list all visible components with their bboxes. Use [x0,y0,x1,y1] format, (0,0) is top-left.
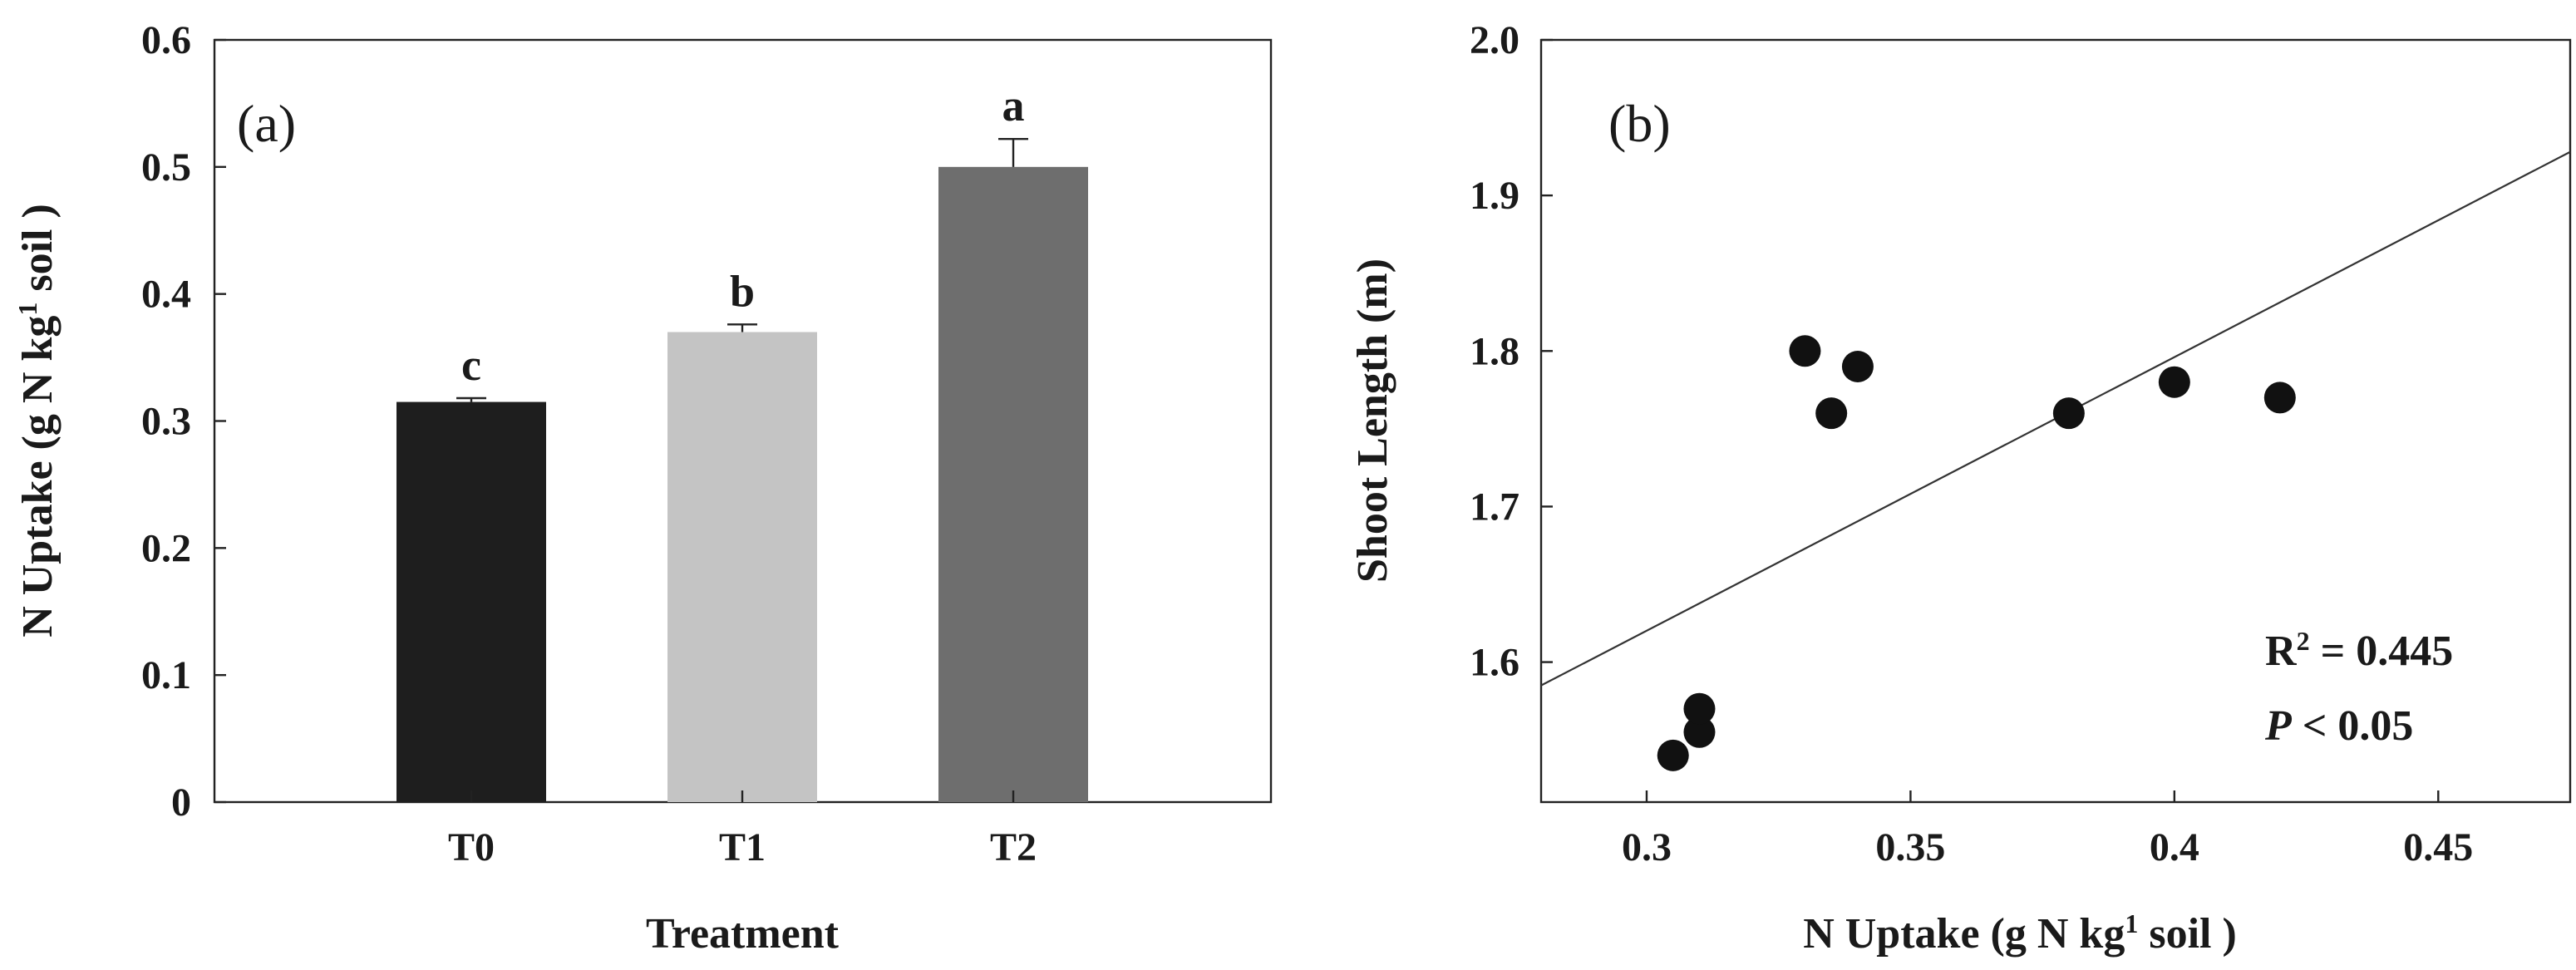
y-tick-label-a: 0.4 [141,273,191,317]
p-value-label: P [2264,702,2293,750]
error-bar-t0 [456,396,486,402]
scatter-point [1683,692,1716,725]
bar-chart-panel-a: 0 0.1 0.2 0.3 0.4 0.5 0.6 c b a T0 T1 T2 (a) Treat… [12,18,1273,958]
x-tick-label-b: 0.3 [1622,825,1672,869]
scatter-point [2052,397,2085,430]
y-tick-label-b: 1.9 [1470,174,1519,218]
y-tick-label-b: 1.7 [1470,485,1519,529]
x-axis-title-b-main: N Uptake (g N kg [1803,910,2125,958]
p-value-text: < 0.05 [2292,702,2414,750]
y-tick-label-a: 0.6 [141,18,191,62]
x-tick-label-b: 0.45 [2403,825,2473,869]
x-axis-title-b-sup: 1 [2125,908,2138,938]
x-axis-title-b: N Uptake (g N kg1 soil ) [1803,908,2237,958]
bars-a: c b a [396,81,1088,803]
scatter-point [1789,335,1821,367]
scatter-point [1841,351,1874,382]
y-tick-label-a: 0.2 [141,526,191,570]
scatter-chart-panel-b: 1.6 1.7 1.8 1.9 2.0 0.3 0.35 0.4 0.45 (b) N Upt… [1349,18,2572,958]
x-tick-label-b: 0.4 [2150,825,2199,869]
panel-label-a: (a) [237,94,296,153]
error-bar-t1 [727,323,757,332]
y-axis-title-a-main: N Uptake (g N kg [14,316,62,638]
r-squared-sup: 2 [2297,626,2310,656]
scatter-point [1815,397,1848,430]
x-axis-ticks-a: T0 T1 T2 [448,790,1037,869]
bar-t1 [667,332,817,802]
y-axis-title-b: Shoot Length (m) [1349,259,1396,583]
x-axis-ticks-b: 0.3 0.35 0.4 0.45 [1622,790,2473,869]
y-axis-title-a: N Uptake (g N kg1 soil ) [12,204,62,638]
r-squared-value: = 0.445 [2310,628,2454,675]
x-tick-label-b: 0.35 [1875,825,1945,869]
x-axis-title-b-end: soil ) [2138,910,2236,958]
y-tick-label-b: 1.6 [1470,641,1519,685]
scatter-point [2158,366,2190,398]
bar-t0 [396,401,546,802]
scatter-point [1683,716,1716,748]
r-squared-annotation: R2 = 0.445 [2265,626,2453,675]
y-axis-title-a-end: soil ) [14,204,62,302]
bar-t2 [938,166,1088,803]
significance-letter-t2: a [1002,81,1025,130]
significance-letter-t0: c [461,340,481,390]
scatter-point [1657,739,1689,771]
x-tick-label-t0: T0 [448,825,495,869]
p-value-annotation: P < 0.05 [2264,702,2413,750]
y-tick-label-a: 0.5 [141,145,191,190]
y-axis-ticks-a: 0 0.1 0.2 0.3 0.4 0.5 0.6 [141,18,226,825]
y-tick-label-b: 1.8 [1470,329,1519,373]
panel-label-b: (b) [1608,94,1671,153]
y-axis-ticks-b: 1.6 1.7 1.8 1.9 2.0 [1470,18,1553,685]
y-tick-label-a: 0 [171,780,191,825]
x-axis-title-a: Treatment [646,910,840,958]
plot-area-frame-b [1539,38,2572,804]
y-tick-label-b: 2.0 [1470,18,1519,62]
scatter-point [2263,382,2296,414]
y-axis-title-a-sup: 1 [12,303,42,316]
error-bar-t2 [998,138,1028,167]
y-tick-label-a: 0.1 [141,653,191,697]
scatter-points [1657,335,2296,771]
x-tick-label-t1: T1 [719,825,766,869]
y-tick-label-a: 0.3 [141,400,191,444]
significance-letter-t1: b [730,266,755,316]
r-squared-label: R [2265,628,2298,675]
x-tick-label-t2: T2 [990,825,1037,869]
